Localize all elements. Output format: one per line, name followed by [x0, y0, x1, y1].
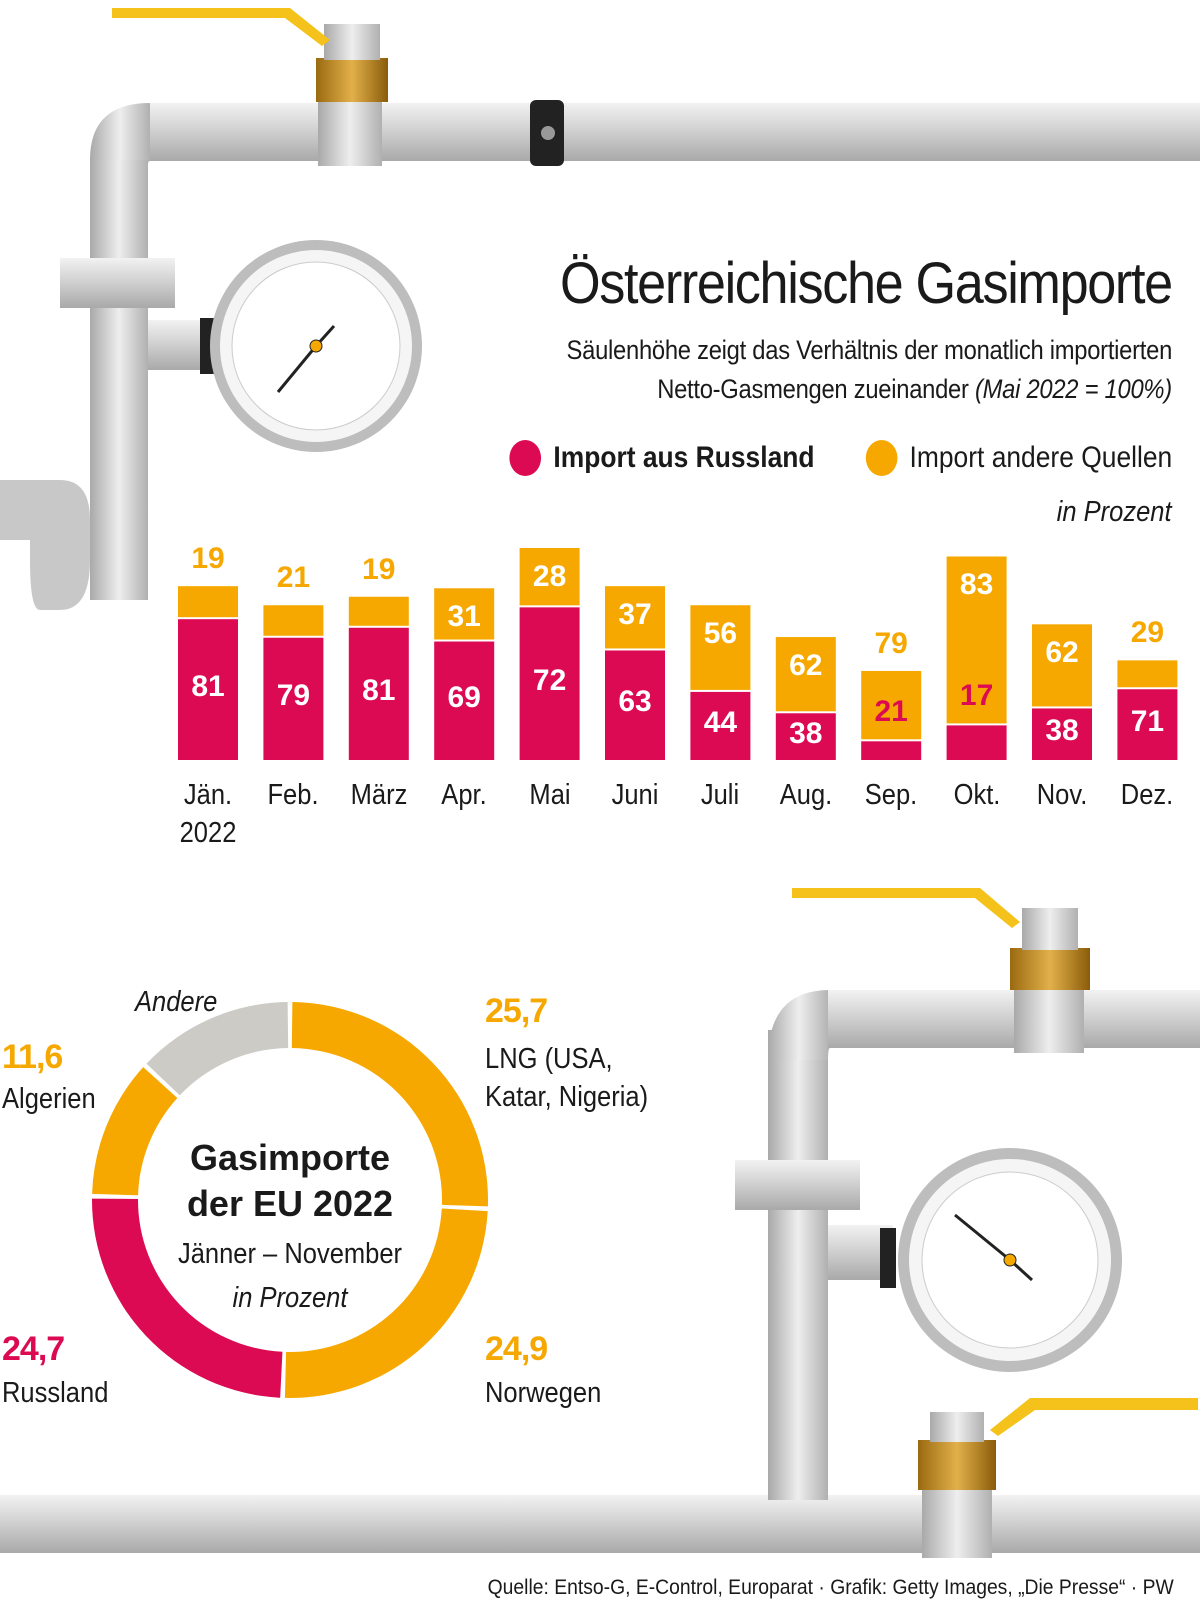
- legend: Import aus Russland Import andere Quelle…: [509, 440, 1172, 476]
- bar-russia: [519, 607, 580, 760]
- bar-other: [775, 637, 836, 712]
- bottom-pipe: [0, 888, 1200, 1558]
- category-label: Okt.: [953, 779, 1000, 811]
- bar-other: [348, 596, 409, 626]
- bar-other: [434, 588, 495, 640]
- donut-name-label: Norwegen: [485, 1377, 602, 1409]
- bar-russia: [605, 650, 665, 760]
- bar-russia: [178, 619, 238, 760]
- bar-label-other: 19: [191, 542, 225, 576]
- category-label: Juli: [701, 779, 740, 811]
- category-label: Jän. 2022: [179, 779, 237, 849]
- donut-title: Gasimporte der EU 2022: [186, 1137, 394, 1224]
- bar-label-other: 79: [874, 626, 908, 660]
- category-label: Feb.: [267, 779, 319, 811]
- bar-russia: [434, 641, 495, 760]
- bar-label-russia: 17: [959, 679, 994, 713]
- bar-other: [605, 586, 665, 649]
- bar-label-russia: 69: [447, 680, 481, 714]
- bar-russia: [861, 741, 922, 760]
- bar-other: [519, 548, 580, 606]
- bar-label-other: 31: [447, 600, 481, 634]
- bar-label-russia: 38: [1045, 714, 1079, 748]
- pressure-gauge-top: [200, 240, 422, 452]
- bar-other: [861, 670, 922, 740]
- subtitle-note: (Mai 2022 = 100%): [975, 374, 1172, 404]
- top-pipe: [0, 8, 1200, 610]
- chart-subtitle-line2: Netto-Gasmengen zueinander (Mai 2022 = 1…: [657, 374, 1172, 405]
- bar-other: [263, 605, 324, 636]
- pressure-gauge-bottom: [880, 1148, 1122, 1372]
- bar-label-other: 62: [1045, 636, 1079, 670]
- bar-label-russia: 72: [532, 663, 567, 697]
- donut-slice: [146, 1002, 289, 1096]
- bar-other: [1117, 660, 1178, 688]
- donut-name-label: Algerien: [2, 1083, 96, 1115]
- bar-label-russia: 79: [276, 678, 311, 712]
- category-label: Juni: [611, 779, 659, 811]
- bar-label-other: 56: [703, 617, 738, 651]
- bar-russia: [263, 637, 324, 760]
- donut-name-label: LNG (USA, Katar, Nigeria): [485, 1043, 649, 1113]
- donut-unit: in Prozent: [232, 1282, 348, 1314]
- donut-subtitle: Jänner – November: [177, 1238, 403, 1270]
- subtitle-text: Netto-Gasmengen zueinander: [657, 374, 969, 404]
- bar-label-other: 62: [789, 649, 823, 683]
- bar-label-russia: 21: [874, 695, 908, 729]
- donut-value-label: 25,7: [485, 992, 548, 1030]
- category-label: Dez.: [1121, 779, 1174, 811]
- bar-label-other: 29: [1130, 616, 1165, 650]
- category-label: Mai: [529, 779, 571, 811]
- legend-russia-swatch: [509, 440, 541, 476]
- donut-slice: [291, 1002, 488, 1207]
- bar-other: [946, 556, 1007, 724]
- bar-other: [178, 586, 238, 618]
- category-label: März: [350, 779, 408, 811]
- bar-russia: [1032, 708, 1092, 760]
- category-label: Aug.: [779, 779, 833, 811]
- bar-label-other: 37: [618, 598, 652, 632]
- category-label: Nov.: [1036, 779, 1088, 811]
- donut-slice: [92, 1067, 178, 1196]
- legend-other-label: Import andere Quellen: [909, 441, 1172, 474]
- bar-label-other: 21: [276, 561, 311, 595]
- donut-value-label: 24,9: [485, 1330, 548, 1368]
- category-label: Sep.: [864, 779, 918, 811]
- donut-slice: [284, 1208, 488, 1398]
- donut-slice: [92, 1198, 283, 1398]
- bar-russia: [348, 627, 409, 760]
- bar-label-russia: 81: [362, 673, 396, 707]
- chart-title: Österreichische Gasimporte: [560, 251, 1173, 316]
- bar-label-russia: 63: [618, 685, 652, 719]
- legend-russia-label: Import aus Russland: [553, 441, 815, 474]
- donut-name-label: Russland: [2, 1377, 109, 1409]
- donut-value-label: 24,7: [2, 1330, 65, 1368]
- bar-other: [1032, 624, 1092, 707]
- bar-russia: [1117, 689, 1178, 760]
- bar-russia: [946, 725, 1007, 760]
- donut-name-label: Andere: [135, 986, 218, 1018]
- source-footer: Quelle: Entso-G, E-Control, Europarat · …: [487, 1576, 1174, 1599]
- bar-label-russia: 44: [703, 705, 738, 739]
- bar-label-other: 83: [959, 568, 994, 602]
- bar-russia: [690, 691, 751, 760]
- unit-label: in Prozent: [1057, 496, 1172, 528]
- legend-other-swatch: [865, 440, 897, 476]
- category-label: Apr.: [441, 779, 487, 811]
- chart-subtitle-line1: Säulenhöhe zeigt das Verhältnis der mona…: [566, 335, 1173, 365]
- bar-russia: [775, 713, 836, 760]
- bar-label-other: 19: [362, 552, 396, 586]
- bar-label-russia: 38: [789, 716, 823, 750]
- donut-value-label: 11,6: [2, 1038, 63, 1076]
- bar-label-other: 28: [532, 560, 567, 593]
- bar-label-russia: 81: [191, 669, 225, 703]
- bar-other: [690, 605, 751, 690]
- bar-label-russia: 71: [1130, 704, 1165, 738]
